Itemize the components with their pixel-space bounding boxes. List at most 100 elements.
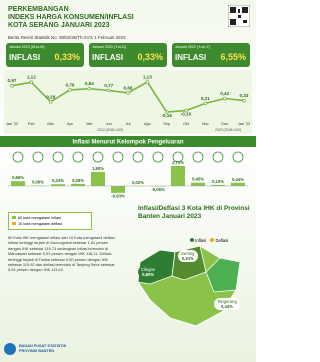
city-bubble: Serang 0,33% — [178, 250, 198, 262]
category-icon — [12, 151, 24, 163]
city-value: 0,44% — [220, 304, 233, 309]
stat-box: Januari 2023 (Y-to-D) INFLASI 0,33% — [89, 43, 167, 67]
category-icon — [132, 151, 144, 163]
section-band — [0, 136, 256, 147]
x-tick-label: Jan '22 — [6, 122, 18, 126]
bar — [11, 181, 25, 186]
category-icon — [152, 151, 164, 163]
box-label: INFLASI — [9, 53, 41, 62]
summary-text: 60 Kota IHK mengalami inflasi dan 10 Kot… — [8, 235, 116, 273]
data-label: 0,79 — [66, 82, 75, 87]
x-tick-label: Jun — [106, 122, 112, 126]
legend-item: 10 kota mengalami deflasi — [12, 221, 88, 227]
data-label: 0,45% — [192, 177, 204, 182]
title-line: KOTA SERANG JANUARI 2023 — [8, 22, 110, 29]
box-value: 6,55% — [220, 52, 246, 62]
category-icon — [52, 151, 64, 163]
city-bubble: Cilegon 0,80% — [138, 266, 159, 278]
point — [87, 86, 92, 91]
x-tick-label: Agu — [144, 122, 151, 126]
point — [48, 99, 53, 104]
point — [203, 101, 208, 106]
map-legend: Inflasi Deflasi — [190, 238, 228, 244]
city-name: Tangerang — [217, 299, 237, 304]
point — [164, 110, 169, 114]
footer-line: BADAN PUSAT STATISTIK — [19, 344, 67, 348]
box-period: Januari 2023 (Y-on-Y) — [175, 45, 211, 49]
stat-box: Januari 2023 (Y-on-Y) INFLASI 6,55% — [172, 43, 250, 67]
city-bubble: Tangerang 0,44% — [214, 298, 240, 310]
title-line: INDEKS HARGA KONSUMEN/INFLASI — [8, 14, 134, 21]
legend-box: 60 kota mengalami inflasi 10 kota mengal… — [8, 212, 92, 230]
data-label: 0,02% — [132, 180, 144, 185]
bar — [211, 184, 225, 186]
bar-title: Inflasi Menurut Kelompok Pengeluaran — [72, 140, 183, 146]
legend-text: 10 kota mengalami deflasi — [18, 222, 63, 226]
x-tick-label: Nov — [202, 122, 209, 126]
point — [10, 83, 14, 88]
footer-line: PROVINSI BANTEN — [19, 349, 55, 353]
legend-item: 60 kota mengalami inflasi — [12, 215, 88, 221]
map-title: Inflasi/Deflasi 3 Kota IHK di Provinsi B… — [138, 205, 250, 220]
city-name: Serang — [181, 251, 195, 256]
data-label: 0,97 — [8, 78, 17, 83]
map-legend-text: Inflasi — [195, 238, 207, 243]
data-label: 2,71% — [172, 160, 184, 165]
data-label: 0,42 — [220, 91, 229, 96]
x-tick-label: Okt — [183, 122, 190, 126]
bar — [191, 182, 205, 186]
data-label: 0,33 — [240, 93, 249, 98]
title-line: PERKEMBANGAN — [8, 6, 69, 13]
point — [242, 98, 246, 103]
data-label: 0,15% — [212, 179, 224, 184]
x-tick-label: Jan '23 — [238, 122, 250, 126]
x-tick-label: Feb — [28, 122, 35, 126]
map-legend-text: Deflasi — [215, 238, 229, 243]
city-value: 0,33% — [181, 256, 194, 261]
chart-bg — [4, 70, 252, 134]
box-label: INFLASI — [92, 53, 124, 62]
stat-box: Januari 2023 (M-to-M) INFLASI 0,33% — [6, 43, 84, 67]
point — [68, 88, 72, 92]
data-label: 0,21 — [201, 96, 210, 101]
city-value: 0,80% — [142, 272, 155, 277]
box-value: 0,33% — [54, 52, 80, 62]
data-label: 0,66 — [124, 85, 133, 90]
data-label: -0,16 — [161, 113, 172, 118]
box-value: 0,33% — [137, 52, 163, 62]
box-period: Januari 2023 (M-to-M) — [9, 45, 45, 49]
period-label: 2022 (2018=100) — [97, 128, 123, 132]
legend-text: 60 kota mengalami inflasi — [18, 216, 61, 220]
data-label: 1,90% — [92, 166, 104, 171]
x-tick-label: Mar — [47, 122, 54, 126]
release-note: Berita Resmi Statistik No. 08/02/36/Th.X… — [8, 35, 126, 40]
qr-code — [228, 5, 250, 27]
bar — [91, 171, 105, 186]
bar — [171, 166, 185, 186]
category-icon — [32, 151, 44, 163]
data-label: 1,13 — [143, 75, 152, 80]
data-label: -0,10 — [181, 112, 192, 117]
data-label: 0,06% — [32, 180, 44, 185]
data-label: 0,84 — [85, 81, 94, 86]
data-label: 1,12 — [27, 75, 36, 80]
category-icon — [172, 151, 184, 163]
point — [145, 80, 150, 84]
data-label: 0,66% — [12, 175, 24, 180]
point — [106, 88, 111, 93]
data-label: 0,29% — [72, 178, 84, 183]
data-label: -0,93% — [111, 193, 125, 198]
bar — [51, 184, 65, 186]
category-icon — [112, 151, 124, 163]
data-label: 0,77 — [104, 83, 113, 88]
period-label: 2023 (2018=100) — [215, 128, 241, 132]
point — [29, 80, 34, 85]
footer: BADAN PUSAT STATISTIK PROVINSI BANTEN — [19, 344, 66, 354]
city-name: Cilegon — [141, 267, 156, 272]
point — [126, 91, 130, 95]
data-label: -0,06% — [151, 187, 165, 192]
data-label: 0,44% — [232, 177, 244, 182]
bar — [71, 183, 85, 186]
infographic: PERKEMBANGAN INDEKS HARGA KONSUMEN/INFLA… — [0, 0, 256, 362]
x-tick-label: Jul — [126, 122, 131, 126]
